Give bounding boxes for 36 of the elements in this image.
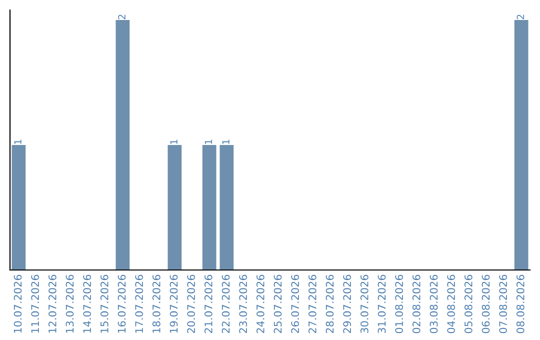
x-tick-label: 12.07.2026 [48, 274, 56, 333]
x-tick-label: 13.07.2026 [66, 274, 74, 333]
x-tick-label: 06.08.2026 [482, 274, 490, 334]
x-tick-label: 03.08.2026 [430, 274, 438, 334]
x-tick-label: 23.07.2026 [239, 274, 248, 334]
x-tick-label: 07.08.2026 [499, 274, 508, 334]
x-tick-label: 16.07.2026 [118, 274, 126, 333]
data-label: 1 [222, 140, 230, 144]
x-tick-label: 11.07.2026 [31, 274, 40, 333]
x-tick-label: 26.07.2026 [291, 274, 300, 334]
data-label: 1 [14, 140, 22, 144]
data-label: 2 [516, 14, 524, 20]
x-tick-label: 21.07.2026 [204, 274, 212, 334]
x-tick-label: 19.07.2026 [170, 274, 178, 333]
x-tick-label: 31.07.2026 [378, 274, 386, 334]
x-tick-label: 10.07.2026 [14, 274, 22, 333]
x-tick-label: 14.07.2026 [83, 274, 92, 333]
x-tick-label: 24.07.2026 [256, 274, 264, 334]
x-tick-label: 04.08.2026 [447, 274, 456, 334]
x-tick-label: 02.08.2026 [412, 274, 420, 334]
x-tick-label: 01.08.2026 [395, 274, 404, 334]
x-tick-label: 05.08.2026 [464, 274, 472, 334]
data-label: 1 [170, 140, 178, 144]
data-label: 1 [204, 140, 212, 144]
x-tick-label: 30.07.2026 [360, 274, 368, 334]
x-tick-label: 20.07.2026 [187, 274, 196, 334]
x-tick-label: 29.07.2026 [343, 274, 352, 334]
x-tick-label: 08.08.2026 [516, 274, 524, 334]
x-tick-label: 18.07.2026 [152, 274, 160, 333]
x-tick-label: 25.07.2026 [274, 274, 282, 334]
x-tick-label: 17.07.2026 [135, 274, 144, 333]
x-tick-label: 15.07.2026 [100, 274, 108, 333]
x-tick-label: 27.07.2026 [308, 274, 316, 334]
x-tick-label: 22.07.2026 [222, 274, 230, 334]
x-tick-label: 28.07.2026 [326, 274, 334, 334]
data-label: 2 [118, 14, 126, 20]
